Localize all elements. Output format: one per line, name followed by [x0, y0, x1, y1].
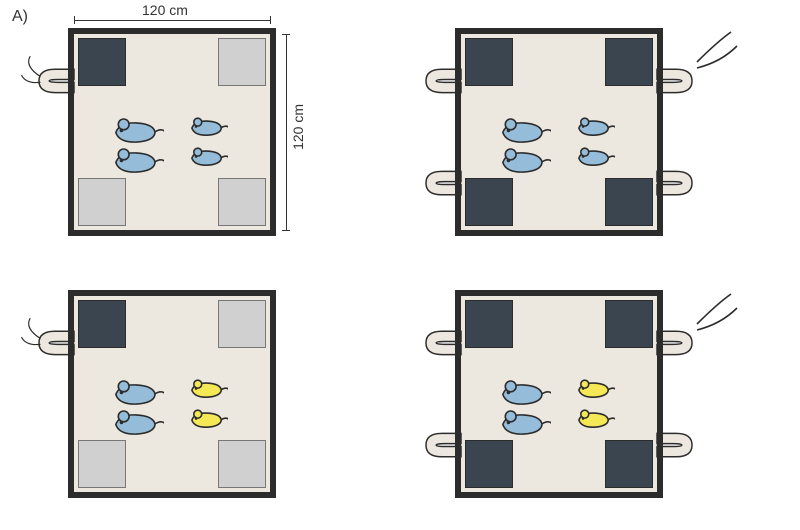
arena-tr [455, 28, 663, 236]
mouse-blue-big [108, 146, 164, 181]
tube-left [20, 290, 74, 498]
corner-dark-br [605, 440, 653, 488]
dim-label-width: 120 cm [142, 2, 188, 18]
dim-tick [282, 230, 290, 231]
mouse-blue-big [108, 408, 164, 443]
corner-light-tr [218, 38, 266, 86]
dim-line-right [286, 34, 287, 230]
corner-light-bl [78, 440, 126, 488]
figure-canvas: A) 120 cm 120 cm [0, 0, 800, 530]
tube-left [20, 28, 74, 236]
corner-dark-tr [605, 38, 653, 86]
mouse-blue-small [186, 146, 228, 173]
corner-light-bl [78, 178, 126, 226]
corner-light-tr [218, 300, 266, 348]
mouse-blue-small [573, 116, 615, 143]
corner-light-br [218, 440, 266, 488]
corner-dark-tl [465, 38, 513, 86]
arena-tl [68, 28, 276, 236]
mouse-yellow-small [573, 378, 615, 405]
dim-label-height: 120 cm [290, 104, 306, 150]
mouse-blue-small [186, 116, 228, 143]
corner-dark-br [605, 178, 653, 226]
arena-br [455, 290, 663, 498]
dim-tick [74, 16, 75, 24]
tube-right [657, 28, 711, 236]
corner-dark-tl [78, 38, 126, 86]
mouse-blue-big [495, 408, 551, 443]
tube-right [657, 290, 711, 498]
mouse-yellow-small [573, 408, 615, 435]
dim-tick [270, 16, 271, 24]
dim-line-top [74, 20, 270, 21]
corner-dark-tl [465, 300, 513, 348]
panel-label: A) [12, 8, 28, 26]
tube-left [407, 290, 461, 498]
corner-dark-bl [465, 178, 513, 226]
corner-dark-bl [465, 440, 513, 488]
arena-bl [68, 290, 276, 498]
mouse-yellow-small [186, 378, 228, 405]
mouse-blue-small [573, 146, 615, 173]
corner-dark-tl [78, 300, 126, 348]
mouse-yellow-small [186, 408, 228, 435]
corner-light-br [218, 178, 266, 226]
dim-tick [282, 34, 290, 35]
corner-dark-tr [605, 300, 653, 348]
mouse-blue-big [495, 146, 551, 181]
tube-left [407, 28, 461, 236]
